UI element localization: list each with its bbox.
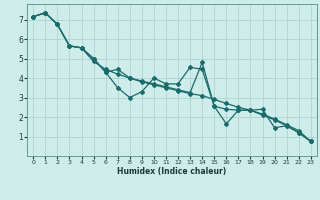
X-axis label: Humidex (Indice chaleur): Humidex (Indice chaleur) <box>117 167 227 176</box>
